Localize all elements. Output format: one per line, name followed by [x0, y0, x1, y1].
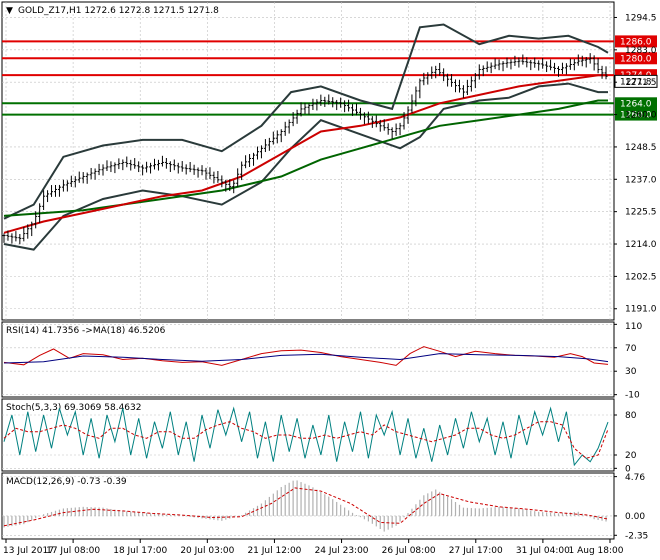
support-level-tag: [615, 108, 657, 121]
rsi-pane-frame: [1, 321, 615, 398]
price-tick-label: 1191.0: [625, 305, 657, 315]
time-tick-label: 1 Aug 18:00: [569, 546, 624, 556]
time-tick-label: 17 Jul 08:00: [46, 546, 100, 556]
upper-band-line: [3, 23, 609, 220]
price-tick-label: 1283.0: [625, 46, 657, 56]
macd-title: MACD(12,26,9) -0.73 -0.39: [6, 477, 127, 487]
price-chart-title: GOLD_Z17,H1 1272.6 1272.8 1271.5 1271.8: [18, 6, 219, 16]
price-axis: 1191.0 1202.5 1214.0 1225.5 1237.0 1248.5 1260…: [614, 13, 657, 315]
rsi-title: RSI(14) 41.7356 ->MA(18) 46.5206: [6, 326, 166, 336]
time-tick-label: 13 Jul 2017: [3, 546, 54, 556]
macd-tick-label: -2.35: [625, 531, 648, 541]
time-tick-label: 27 Jul 17:00: [449, 546, 503, 556]
rsi-grid: [2, 324, 614, 395]
stoch-axis: 80 20 0: [614, 411, 637, 474]
price-tick-label: 1248.5: [625, 143, 657, 153]
price-tick-label: 1237.0: [625, 175, 657, 185]
macd-tick-label: 4.76: [625, 473, 645, 483]
price-tick-label: 1294.5: [625, 13, 657, 23]
support-level-tag: [615, 97, 657, 110]
price-pane-frame: [1, 1, 615, 321]
time-tick-label: 20 Jul 03:00: [180, 546, 234, 556]
price-tick-label: 1271.5: [625, 78, 657, 88]
price-tick-label: 1214.0: [625, 240, 657, 250]
rsi-ma-line: [3, 353, 609, 364]
rsi-tick-label: -10: [625, 391, 640, 401]
rsi-tick-label: 110: [625, 322, 642, 332]
lower-band-line: [3, 82, 608, 251]
support-level-label: 1264.0: [620, 99, 652, 109]
time-tick-label: 18 Jul 17:00: [113, 546, 167, 556]
stoch-tick-label: 0: [625, 464, 631, 474]
time-tick-label: 21 Jul 12:00: [247, 546, 301, 556]
price-tick-label: 1260.0: [625, 111, 657, 121]
macd-series: [3, 480, 609, 532]
macd-grid: [2, 476, 614, 536]
price-pane: ▼ GOLD_Z17,H1 1272.6 1272.8 1271.5 1271.…: [1, 1, 658, 321]
resistance-level-label: 1280.0: [620, 54, 652, 64]
support-level-label: 1260.0: [620, 111, 652, 121]
stoch-tick-label: 80: [625, 411, 637, 421]
macd-signal-line: [3, 487, 609, 527]
macd-pane: MACD(12,26,9) -0.73 -0.39 4.76 0.00 -2.35: [1, 472, 648, 541]
stoch-tick-label: 20: [625, 451, 637, 461]
stoch-signal-line: [3, 421, 609, 459]
resistance-level-label: 1286.0: [620, 37, 652, 47]
slow-ma-line: [3, 99, 608, 217]
stoch-pane: Stoch(5,3,3) 69.3069 58.4632 80 20 0: [1, 398, 637, 474]
macd-pane-frame: [1, 472, 615, 540]
macd-tick-label: 0.00: [625, 512, 645, 522]
current-price-tag: [614, 74, 658, 88]
resistance-level-tag: [615, 35, 657, 48]
price-series: [2, 23, 609, 251]
rsi-axis: 110 70 30 -10: [614, 322, 642, 401]
rsi-pane: RSI(14) 41.7356 ->MA(18) 46.5206 110 70 30…: [1, 321, 642, 401]
price-tick-label: 1202.5: [625, 272, 657, 282]
stoch-main-line: [3, 406, 609, 467]
stoch-title: Stoch(5,3,3) 69.3069 58.4632: [6, 403, 141, 413]
stoch-series: [3, 406, 609, 467]
stoch-pane-frame: [1, 398, 615, 472]
current-price-label: 1271.8: [620, 77, 652, 87]
menu-arrow[interactable]: ▼: [6, 6, 13, 16]
time-tick-label: 26 Jul 08:00: [382, 546, 436, 556]
rsi-tick-label: 70: [625, 344, 637, 354]
macd-axis: 4.76 0.00 -2.35: [614, 473, 648, 541]
price-tick-label: 1225.5: [625, 208, 657, 218]
fast-ma-line: [3, 74, 608, 234]
rsi-series: [3, 346, 609, 366]
resistance-level-tag: [615, 52, 657, 65]
time-tick-label: 24 Jul 23:00: [315, 546, 369, 556]
time-tick-label: 31 Jul 04:00: [516, 546, 570, 556]
rsi-tick-label: 30: [625, 367, 637, 377]
